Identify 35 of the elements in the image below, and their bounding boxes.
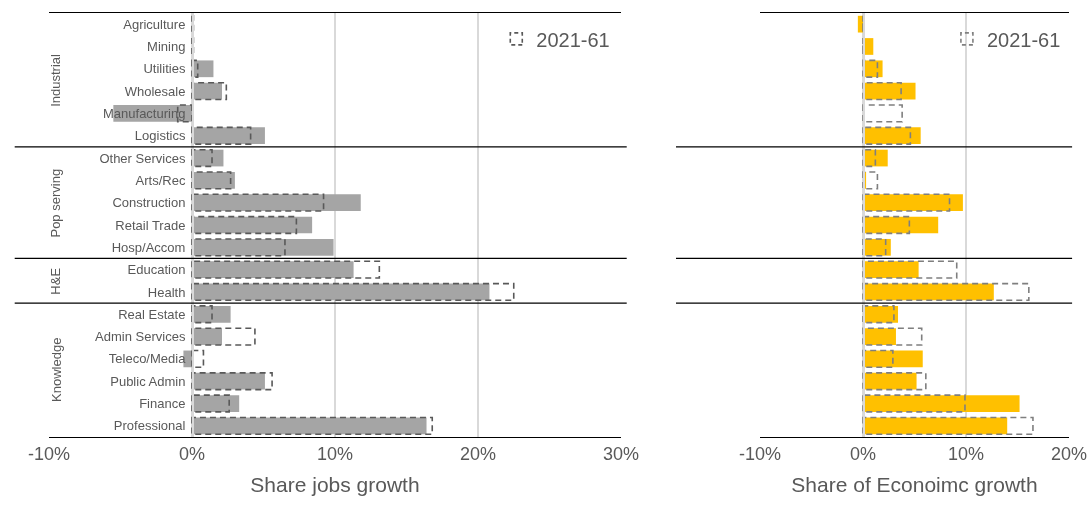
annotation: Knowledge bbox=[48, 337, 64, 402]
x-tick-label: -10% bbox=[738, 443, 782, 464]
y-tick-label: Agriculture bbox=[123, 16, 186, 32]
y-tick-label: Logistics bbox=[134, 128, 186, 144]
x-tick-label: 30% bbox=[602, 443, 640, 464]
y-tick-label: Finance bbox=[139, 396, 186, 412]
annotation: Industrial bbox=[47, 53, 63, 107]
x-tick-label: -10% bbox=[27, 443, 71, 464]
y-tick-label: Health bbox=[147, 284, 186, 300]
y-tick-label: Hosp/Accom bbox=[111, 239, 186, 255]
y-tick-label: Education bbox=[127, 262, 186, 278]
x-tick-label: 10% bbox=[947, 443, 985, 464]
y-tick-label: Admin Services bbox=[95, 329, 186, 345]
y-tick-label: Arts/Rec bbox=[135, 172, 186, 188]
x-tick-label: 20% bbox=[1050, 443, 1088, 464]
x-tick-label: 10% bbox=[316, 443, 354, 464]
y-tick-label: Utilities bbox=[143, 61, 186, 77]
legend-label: 2021-61 bbox=[986, 28, 1061, 51]
y-tick-label: Construction bbox=[112, 195, 186, 211]
y-tick-label: Mining bbox=[147, 39, 186, 55]
y-tick-label: Professional bbox=[113, 418, 186, 434]
x-axis-title: Share jobs growth bbox=[250, 472, 420, 496]
annotation: H&E bbox=[48, 267, 64, 295]
y-tick-label: Wholesale bbox=[124, 83, 186, 99]
x-tick-label: 0% bbox=[178, 443, 206, 464]
x-tick-label: 20% bbox=[459, 443, 497, 464]
x-tick-label: 0% bbox=[849, 443, 877, 464]
y-tick-label: Public Admin bbox=[110, 373, 186, 389]
x-axis-title: Share of Econoimc growth bbox=[791, 472, 1038, 496]
legend-label: 2021-61 bbox=[536, 28, 610, 51]
y-tick-label: Teleco/Media bbox=[108, 351, 187, 367]
y-tick-label: Retail Trade bbox=[115, 217, 186, 233]
y-tick-label: Real Estate bbox=[118, 306, 186, 322]
y-tick-label: Other Services bbox=[99, 150, 186, 166]
annotation: Pop serving bbox=[48, 168, 64, 238]
